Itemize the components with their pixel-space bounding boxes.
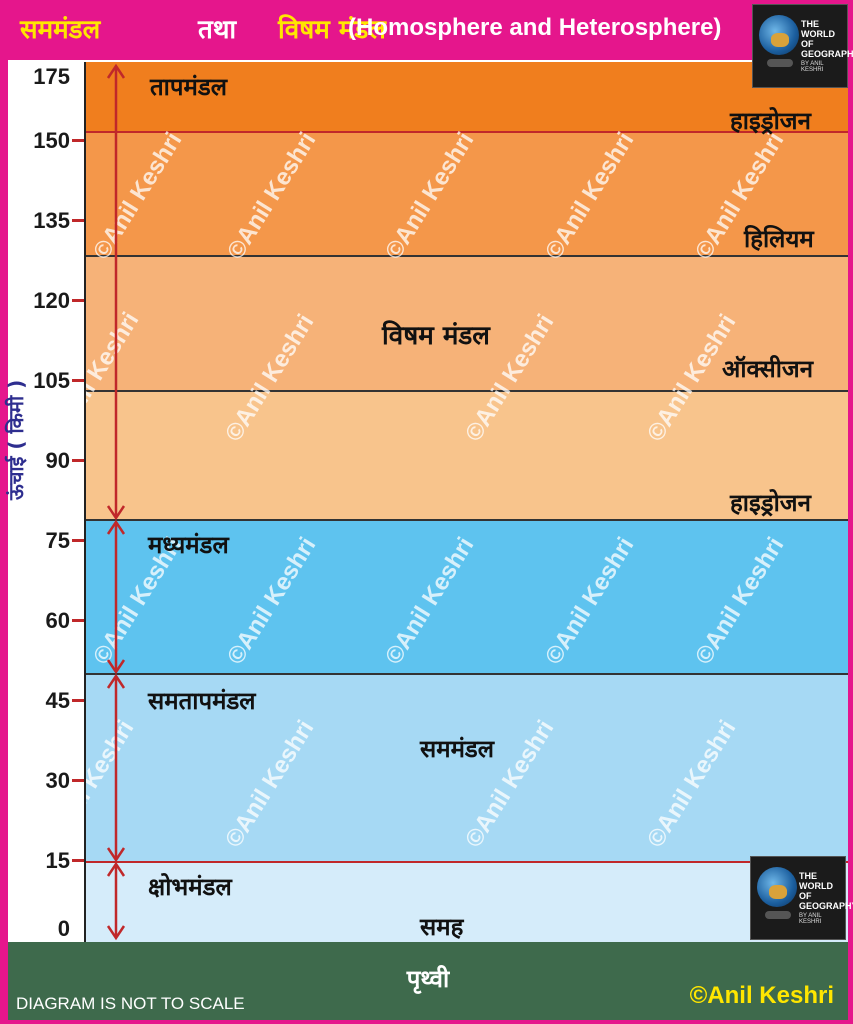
y-axis-line [84, 62, 86, 942]
logo-top: THE WORLD OF GEOGRAPHY BY ANIL KESHRI [752, 4, 853, 88]
boundary-mesosphere-top [85, 519, 848, 521]
globe-stand-icon [765, 911, 791, 919]
tick-label: 15 [45, 848, 70, 873]
tick-label: 150 [33, 128, 70, 153]
title-homosphere: सममंडल [20, 15, 101, 45]
logo-subtext: BY ANIL KESHRI [799, 913, 822, 925]
tick-mark [72, 699, 84, 702]
boundary-troposphere-top [85, 861, 848, 863]
earth-band: पृथ्वी DIAGRAM IS NOT TO SCALE ©Anil Kes… [8, 942, 848, 1020]
label-troposphere: क्षोभमंडल [148, 873, 232, 901]
tick-mark [72, 779, 84, 782]
copyright: ©Anil Keshri [689, 982, 834, 1009]
tick-mark [72, 139, 84, 142]
logo-subtext: BY ANIL KESHRI [801, 61, 824, 73]
logo-bottom: THE WORLD OF GEOGRAPHY BY ANIL KESHRI [750, 856, 853, 940]
globe-stand-icon [767, 59, 793, 67]
label-hydrogen-lower: हाइड्रोजन [730, 489, 811, 517]
logo-text: THE WORLD OF GEOGRAPHY [801, 19, 853, 59]
tick-label: 30 [45, 768, 70, 793]
band-stratosphere [85, 674, 848, 862]
tick-label: 0 [57, 916, 70, 941]
globe-icon [759, 15, 799, 55]
tick-mark [72, 219, 84, 222]
title-bar: सममंडल तथा विषम मंडल (Homosphere and Het… [0, 0, 853, 60]
tick-label: 120 [33, 288, 70, 313]
band-hydrogen-lower [85, 391, 848, 520]
label-oxygen: ऑक्सीजन [722, 355, 814, 383]
tick-mark [72, 619, 84, 622]
band-thermosphere-hydrogen [85, 62, 848, 132]
tick-label: 135 [33, 208, 70, 233]
label-thermosphere: तापमंडल [150, 73, 227, 101]
logo-text: THE WORLD OF GEOGRAPHY [799, 871, 853, 911]
label-heterosphere: विषम मंडल [382, 321, 490, 351]
tick-label: 75 [45, 528, 70, 553]
tick-label: 175 [33, 64, 70, 89]
tick-label: 105 [33, 368, 70, 393]
label-helium: हिलियम [744, 225, 814, 253]
label-mesosphere: मध्यमंडल [148, 531, 229, 559]
tick-mark [72, 379, 84, 382]
band-oxygen [85, 256, 848, 391]
scale-note: DIAGRAM IS NOT TO SCALE [16, 994, 245, 1013]
earth-label: पृथ्वी [406, 965, 450, 993]
globe-icon [757, 867, 797, 907]
band-mesosphere [85, 520, 848, 674]
tick-mark [72, 459, 84, 462]
label-homosphere-surface: समह [420, 913, 464, 941]
title-heterosphere: विषम मंडल [278, 15, 386, 45]
title-english: (Homosphere and Heterosphere) [348, 14, 722, 41]
label-hydrogen-top: हाइड्रोजन [730, 107, 811, 135]
title-conjunction: तथा [198, 15, 237, 45]
tick-mark [72, 859, 84, 862]
band-helium [85, 132, 848, 256]
boundary-helium-oxygen [85, 255, 848, 257]
label-homosphere: सममंडल [420, 735, 495, 763]
band-troposphere [85, 862, 848, 942]
boundary-stratosphere-top [85, 673, 848, 675]
tick-mark [72, 539, 84, 542]
boundary-oxygen-hydrogen [85, 390, 848, 392]
boundary-150 [85, 131, 848, 133]
tick-label: 45 [45, 688, 70, 713]
tick-label: 60 [45, 608, 70, 633]
tick-label: 90 [45, 448, 70, 473]
tick-mark [72, 299, 84, 302]
label-stratosphere: समतापमंडल [148, 687, 256, 715]
